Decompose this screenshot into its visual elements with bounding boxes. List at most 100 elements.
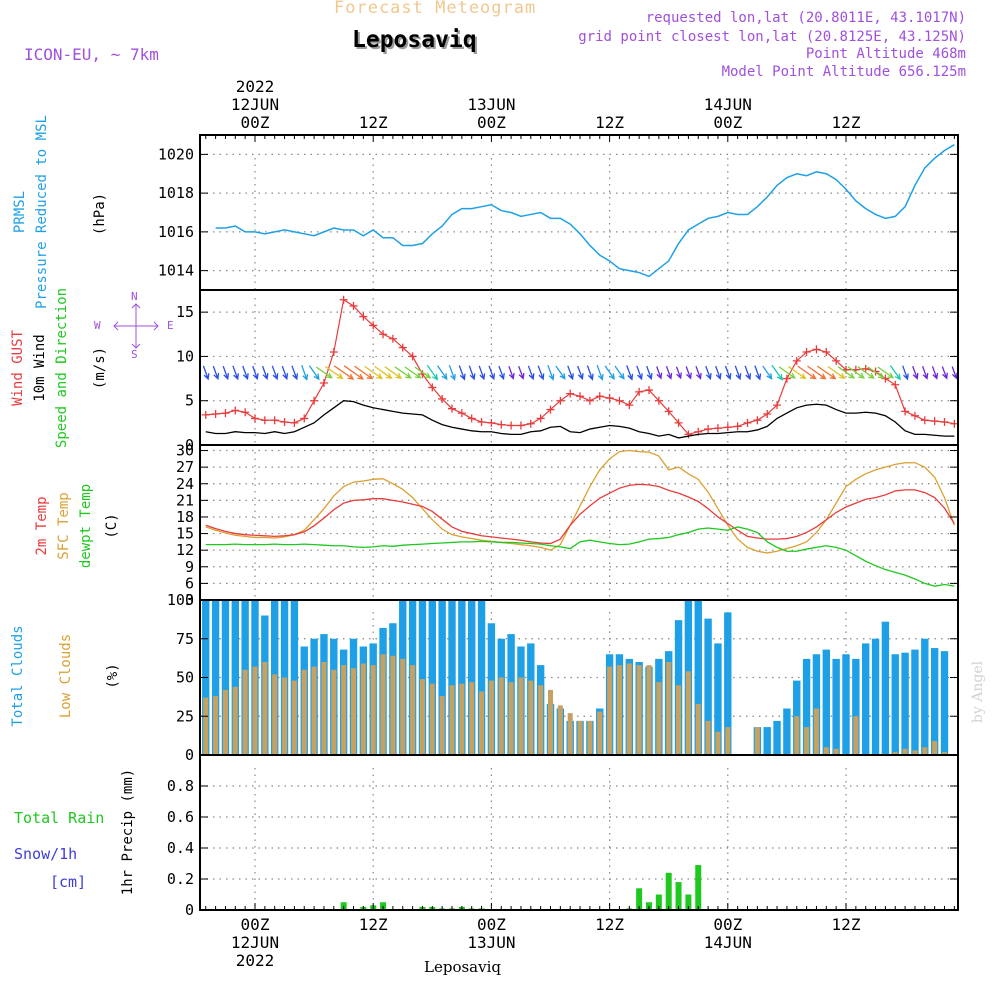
gust-point [822,348,831,356]
wind-direction-arrow [837,366,856,379]
gust-point [388,334,397,343]
low-clouds-bar [262,662,268,755]
gust-point [359,312,368,321]
wind-direction-arrow [343,365,364,380]
panel-frame [199,134,959,291]
wind-direction-arrow [807,365,827,380]
wind-direction-arrow [508,365,515,380]
y-tick-label: 0 [185,901,194,919]
wind-direction-arrow [951,366,958,380]
low-clouds-bar [794,716,800,755]
wind-direction-arrow [468,365,476,381]
pressure-series-line [215,144,955,278]
wind-direction-arrow [374,365,393,380]
y-tick-label: 100 [167,591,194,609]
gust-point [782,374,791,383]
precip-rain-label: Total Rain [14,809,105,827]
y-tick-label: 21 [176,491,194,509]
compass-s: S [131,348,138,361]
wind-direction-arrow [488,365,496,381]
gust-point [654,396,663,405]
rain-bar [665,872,672,910]
gust-point [526,419,535,428]
y-tick-label: 0 [185,746,194,764]
low-clouds-bar [528,680,534,755]
low-clouds-bar [282,677,288,755]
low-clouds-bar [429,683,435,755]
total-clouds-bar [458,600,466,755]
low-clouds-bar [676,685,682,755]
wind-direction-arrow [695,365,702,380]
wind-direction-arrow [685,366,692,380]
gust-point [753,416,762,425]
wind-direction-arrow [364,365,383,380]
low-clouds-bar [419,679,425,755]
y-tick-label: 15 [176,525,194,543]
wind-direction-arrow [271,365,279,381]
wind-direction-arrow [626,365,634,381]
low-clouds-bar [666,662,672,755]
precip-snow-unit: [cm] [50,873,87,891]
dewpoint-series-line [205,526,955,587]
gust-point [507,421,516,430]
wind-direction-arrow [414,366,432,379]
gust-point [349,301,358,310]
wind-direction-arrow [448,364,456,381]
wind-direction-arrow [555,365,566,380]
bottom-time-label: 00Z [241,915,270,934]
y-tick-label: 15 [176,303,194,321]
low-clouds-bar [301,669,307,755]
wind-direction-arrow [498,365,505,381]
gust-point [369,321,378,330]
total-clouds-bar [940,651,949,755]
gust-point [802,348,811,356]
gust-point [615,396,624,405]
gust-point [546,405,555,414]
gust-point [408,352,417,361]
total-clouds-bar [438,600,446,755]
low-clouds-bar [469,682,475,755]
gust-point [487,418,496,427]
wind-direction-arrow [458,365,466,381]
low-clouds-bar [725,727,731,755]
low-clouds-bar [252,666,258,755]
low-clouds-bar [922,747,928,755]
low-clouds-bar [321,662,327,755]
gust-point [733,422,742,431]
total-clouds-bar [832,658,840,755]
gust-point [684,430,693,439]
low-clouds-bar [439,696,445,755]
gust-point [260,416,269,425]
gust-point [743,418,752,427]
y-tick-label: 1020 [158,145,194,163]
bottom-time-label: 13JUN [467,933,515,952]
low-clouds-bar [892,751,898,755]
gust-point [497,420,506,429]
low-clouds-bar [833,748,839,755]
gust-point [379,330,388,339]
y-tick-label: 27 [176,458,194,476]
y-tick-label: 3 [185,591,194,609]
gust-point [920,416,929,425]
precip-snow-label: Snow/1h [14,845,78,863]
wind-direction-arrow [762,365,773,380]
y-tick-label: 0.4 [167,839,194,857]
bottom-time-label: 12Z [595,915,624,934]
total-clouds-bar [211,600,220,755]
bottom-time-label: 14JUN [704,933,752,952]
wind-direction-arrow [614,365,625,380]
gust-point [763,410,772,418]
top-time-label: 12Z [595,113,624,132]
total-clouds-bar [881,621,890,755]
wind-direction-arrow [384,366,403,379]
gust-point [871,367,880,376]
total-clouds-bar [871,638,880,755]
bottom-time-label: 2022 [236,951,275,970]
top-time-label: 00Z [241,113,270,132]
total-clouds-bar [842,654,850,755]
wind-direction-arrow [724,365,732,381]
wind-direction-arrow [567,365,574,381]
low-clouds-bar [813,708,819,755]
gust-point [339,295,348,304]
wind-direction-arrow [252,365,259,381]
